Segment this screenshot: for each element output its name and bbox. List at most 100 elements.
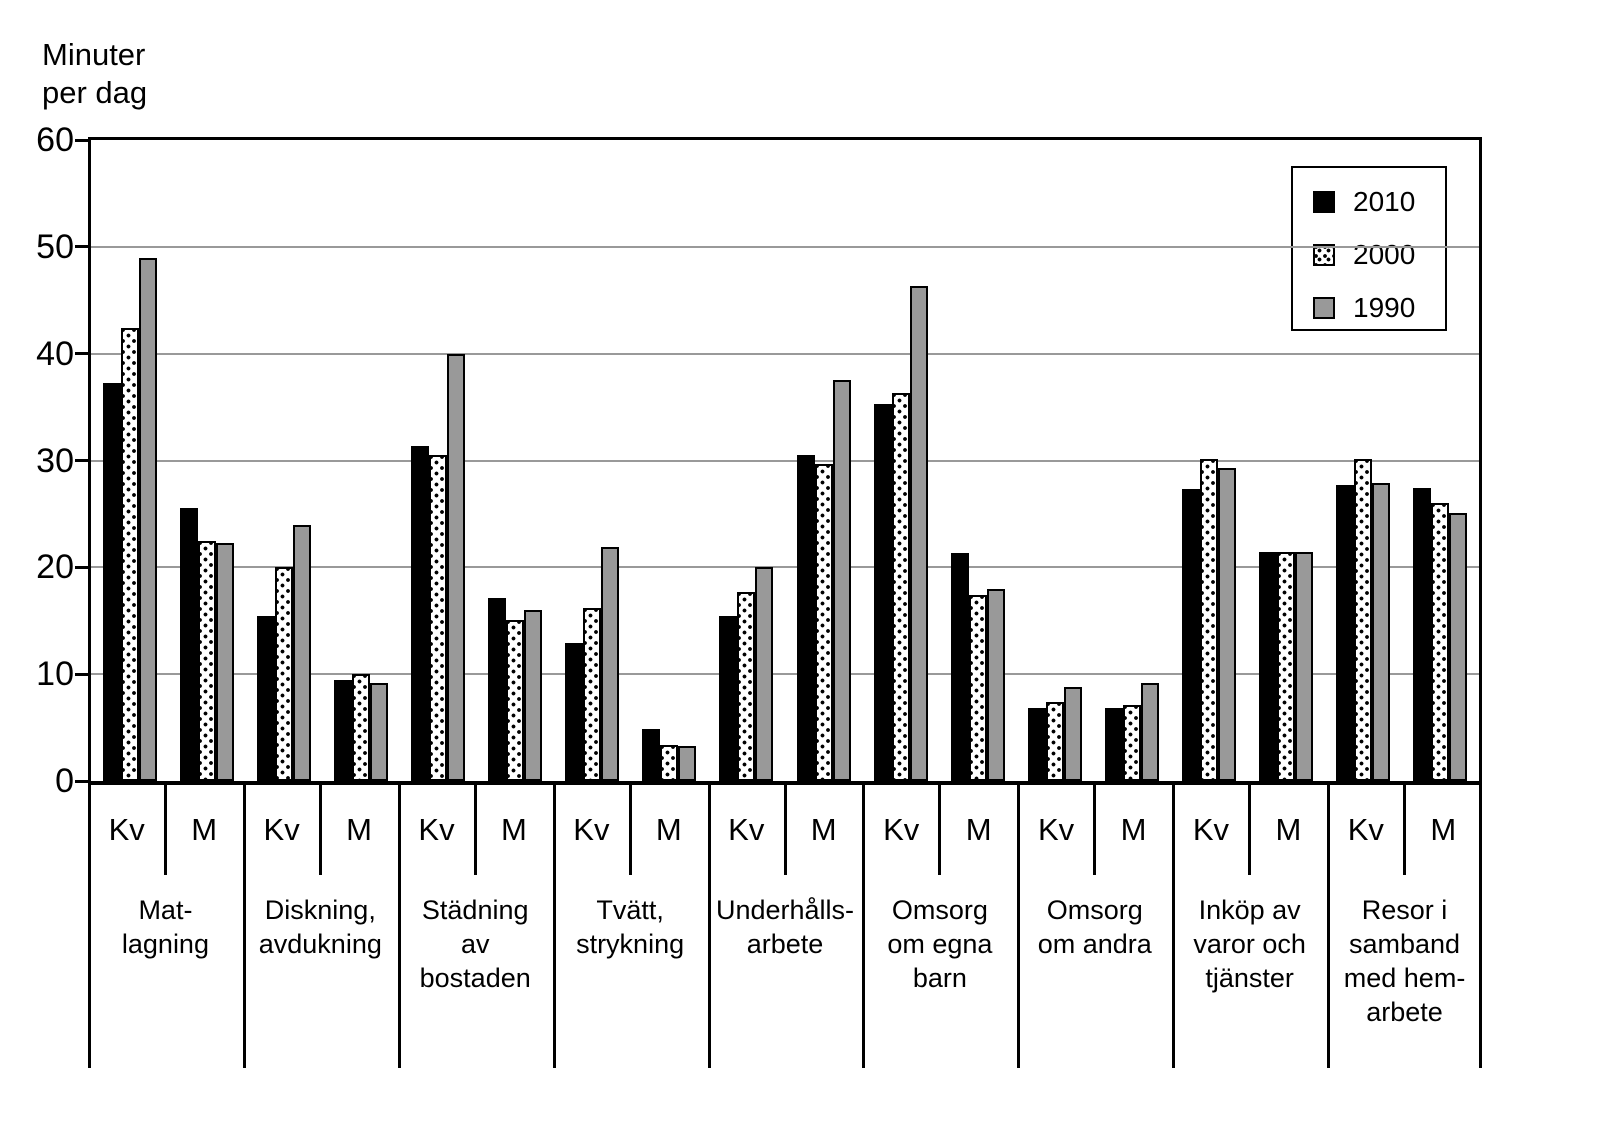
group-divider [242,785,246,1068]
bar-kv-1990 [1218,467,1237,781]
bar-kv-2000 [1200,459,1219,781]
legend: 2010 2000 1990 [1291,166,1447,331]
subgroup-divider [318,785,322,875]
legend-label: 1990 [1353,292,1416,323]
gridline-20 [91,566,1479,569]
bar-kv-2000 [429,455,447,781]
group-divider [88,785,91,1068]
group-divider [1327,785,1331,1068]
subgroup-label-m: M [965,812,992,847]
subgroup-label-m: M [1120,812,1147,847]
subgroup-label-kv: Kv [108,812,145,847]
bar-m-2000 [351,674,370,781]
bar-m-2000 [660,744,679,781]
subgroup-label-kv: Kv [1192,812,1230,847]
bar-kv-2000 [737,591,756,781]
bar-m-2010 [1259,552,1278,781]
bar-m-2010 [488,598,507,781]
bar-m-1990 [1449,512,1468,781]
bar-m-1990 [215,542,234,781]
bar-kv-1990 [447,353,465,781]
category-label: Inköp av varor och tjänster [1193,895,1306,993]
subgroup-label-kv: Kv [1037,812,1075,847]
gridline-30 [91,459,1479,462]
bar-kv-2010 [565,643,584,781]
bar-m-1990 [524,610,543,781]
bar-m-1990 [832,380,851,781]
bar-m-2000 [1431,503,1450,781]
subgroup-divider [938,785,942,875]
subgroup-divider [783,785,787,875]
bar-m-1990 [986,588,1005,781]
legend-swatch-black-icon [1313,191,1335,213]
bar-kv-1990 [1372,482,1391,781]
bar-m-2010 [796,455,815,781]
bar-kv-2010 [1182,489,1201,781]
subgroup-divider [1093,785,1097,875]
bar-m-2000 [197,540,216,781]
category-label: Omsorg om andra [1037,895,1152,959]
subgroup-label-kv: Kv [573,812,610,847]
y-tick-60 [75,138,91,142]
subgroup-label-m: M [346,812,372,847]
y-tick-label-30: 30 [36,441,74,480]
subgroup-divider [1403,785,1407,875]
y-tick-label-50: 50 [36,227,74,266]
gridline-10 [91,673,1479,676]
bar-kv-1990 [755,567,774,781]
bar-kv-2010 [256,616,275,781]
legend-label: 2010 [1353,186,1416,217]
y-tick-50 [75,245,91,249]
bar-kv-2000 [1045,701,1064,781]
subgroup-label-kv: Kv [263,812,300,847]
gridline-50 [91,245,1479,248]
subgroup-label-m: M [810,812,837,847]
bar-kv-2000 [583,607,602,781]
subgroup-divider [628,785,632,875]
legend-swatch-dotted-icon [1313,244,1335,266]
bar-m-2010 [950,553,969,781]
bar-kv-1990 [292,524,311,781]
group-divider [862,785,866,1068]
category-label: Mat- lagning [121,895,209,959]
y-tick-30 [75,459,91,462]
y-tick-20 [75,565,91,569]
y-tick-10 [75,672,91,676]
bar-m-1990 [1141,682,1159,781]
bar-m-2010 [642,728,661,781]
subgroup-label-m: M [655,812,682,847]
bar-kv-2010 [1336,485,1355,781]
bar-kv-2000 [1354,459,1373,781]
group-divider [707,785,711,1068]
subgroup-label-m: M [1275,812,1302,847]
bar-kv-2010 [719,616,738,781]
group-divider [552,785,556,1068]
bar-kv-2000 [891,393,910,781]
bar-m-2000 [1277,552,1296,781]
subgroup-label-kv: Kv [728,812,765,847]
category-label: Omsorg om egna barn [887,895,993,993]
y-tick-label-40: 40 [36,334,74,373]
bar-kv-1990 [1063,686,1082,781]
bar-kv-2000 [120,328,139,781]
y-tick-label-10: 10 [36,655,74,694]
subgroup-label-m: M [501,812,527,847]
bar-m-2000 [1123,705,1141,781]
subgroup-label-kv: Kv [1347,812,1384,847]
bar-kv-2010 [102,382,121,781]
bar-kv-2010 [873,403,892,781]
y-tick-label-60: 60 [36,121,74,159]
gridline-40 [91,352,1479,355]
y-tick-label-0: 0 [55,762,74,800]
group-divider [397,785,401,1068]
bar-m-2000 [506,619,525,781]
bar-kv-1990 [601,547,620,781]
subgroup-divider [1248,785,1252,875]
bar-m-1990 [678,745,697,781]
y-axis-title: Minuter per dag [42,37,148,110]
bar-m-2000 [968,595,987,781]
subgroup-label-kv: Kv [883,812,920,847]
bar-m-2010 [1105,708,1123,781]
bar-m-2010 [333,679,352,781]
